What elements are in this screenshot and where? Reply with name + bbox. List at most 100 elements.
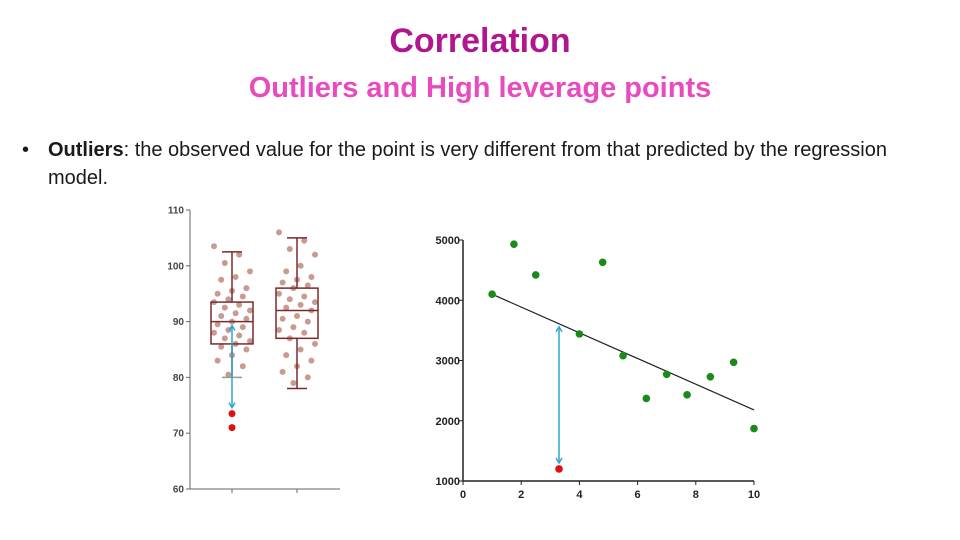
jitter-point (236, 332, 243, 339)
jitter-point (301, 329, 308, 336)
jitter-point (236, 251, 243, 258)
jitter-point (221, 335, 228, 342)
jitter-point (247, 338, 253, 345)
bullet-marker: • (22, 139, 30, 161)
scatter-point (642, 394, 651, 403)
scatter-point (531, 271, 540, 279)
jitter-point (279, 279, 286, 286)
scatter-point (706, 372, 715, 381)
jitter-point (279, 368, 286, 375)
jitter-point (312, 340, 318, 347)
jitter-point (247, 268, 253, 275)
jitter-point (290, 379, 297, 386)
jitter-point (243, 346, 250, 353)
boxplot-y-tick-label: 100 (167, 261, 184, 272)
scatter-x-tick-label: 10 (748, 489, 760, 501)
jitter-point (247, 307, 253, 314)
jitter-point (286, 296, 293, 303)
jitter-point (276, 290, 282, 297)
jitter-point (286, 246, 293, 253)
scatter-point (683, 391, 691, 399)
box-iqr (275, 287, 319, 340)
jitter-point (301, 293, 308, 300)
jitter-point (239, 293, 246, 300)
jitter-point (308, 357, 315, 364)
scatter-y-tick-label: 4000 (436, 295, 460, 307)
jitter-point (243, 315, 250, 322)
jitter-point (301, 237, 308, 244)
scatter-x-tick-label: 2 (518, 489, 524, 501)
jitter-point (304, 318, 311, 325)
jitter-point (279, 315, 286, 322)
jitter-point (297, 346, 304, 353)
scatter-point (488, 290, 496, 299)
jitter-point (232, 310, 239, 317)
bullet-text-block: Outliers: the observed value for the poi… (48, 136, 922, 192)
jitter-point (218, 343, 225, 350)
jitter-point (276, 326, 282, 333)
jitter-point (283, 304, 290, 311)
boxplot-y-tick-label: 70 (173, 429, 185, 440)
jitter-point (225, 371, 232, 378)
jitter-point (221, 304, 228, 311)
boxplot-y-tick-label: 110 (168, 206, 185, 217)
scatter-y-tick-label: 2000 (436, 416, 460, 428)
jitter-point (211, 329, 217, 336)
bullet-item-outliers: • Outliers: the observed value for the p… (22, 136, 922, 192)
scatter-point (750, 424, 758, 433)
jitter-point (297, 262, 304, 269)
arrow-head-up (228, 324, 236, 331)
arrow-head-up (555, 325, 563, 333)
jitter-point (218, 313, 225, 320)
arrow-head-down (555, 457, 563, 465)
outlier-point (555, 465, 563, 473)
scatter-x-tick-label: 0 (460, 489, 466, 501)
jitter-point (221, 260, 228, 267)
jitter-point (312, 251, 318, 258)
jitter-point (312, 299, 318, 306)
scatter-point (619, 351, 627, 360)
jitter-point (243, 285, 250, 292)
jitter-point (211, 243, 217, 250)
boxplot-y-tick-label: 60 (173, 485, 185, 496)
jitter-point (214, 357, 221, 364)
bullet-term: Outliers (48, 139, 124, 161)
jitter-point (304, 374, 311, 381)
scatter-x-tick-label: 8 (693, 489, 699, 501)
scatter-point (510, 240, 518, 249)
scatter-point (662, 370, 671, 379)
scatter-x-tick-label: 6 (635, 489, 641, 501)
scatter-y-tick-label: 5000 (436, 235, 460, 247)
jitter-point (283, 268, 290, 275)
jitter-point (283, 352, 290, 359)
scatter-y-tick-label: 3000 (436, 356, 460, 368)
arrow-head-down (228, 402, 236, 410)
jitter-point (239, 324, 246, 331)
jitter-point (214, 290, 221, 297)
scatter-point (575, 330, 584, 338)
scatter-x-tick-label: 4 (576, 489, 583, 501)
bullet-description: : the observed value for the point is ve… (48, 139, 887, 189)
jitter-point (218, 276, 225, 283)
boxplot-y-tick-label: 80 (173, 373, 185, 384)
slide-title: Correlation (389, 22, 571, 60)
jitter-point (308, 273, 315, 280)
boxplot-y-tick-label: 90 (173, 317, 185, 328)
jitter-point (304, 282, 311, 289)
jitter-point (276, 229, 282, 236)
scatter-point (729, 358, 738, 367)
outlier-point (228, 424, 236, 432)
jitter-point (236, 301, 243, 308)
slide-subtitle: Outliers and High leverage points (248, 72, 712, 104)
scatter-y-tick-label: 1000 (436, 476, 460, 488)
outlier-point (228, 410, 236, 418)
jitter-point (232, 273, 239, 280)
jitter-point (214, 321, 221, 328)
jitter-point (239, 363, 246, 370)
jitter-point (297, 301, 304, 308)
jitter-point (294, 313, 300, 320)
jitter-point (225, 296, 232, 303)
scatter-point (598, 258, 607, 267)
jitter-point (290, 324, 297, 331)
